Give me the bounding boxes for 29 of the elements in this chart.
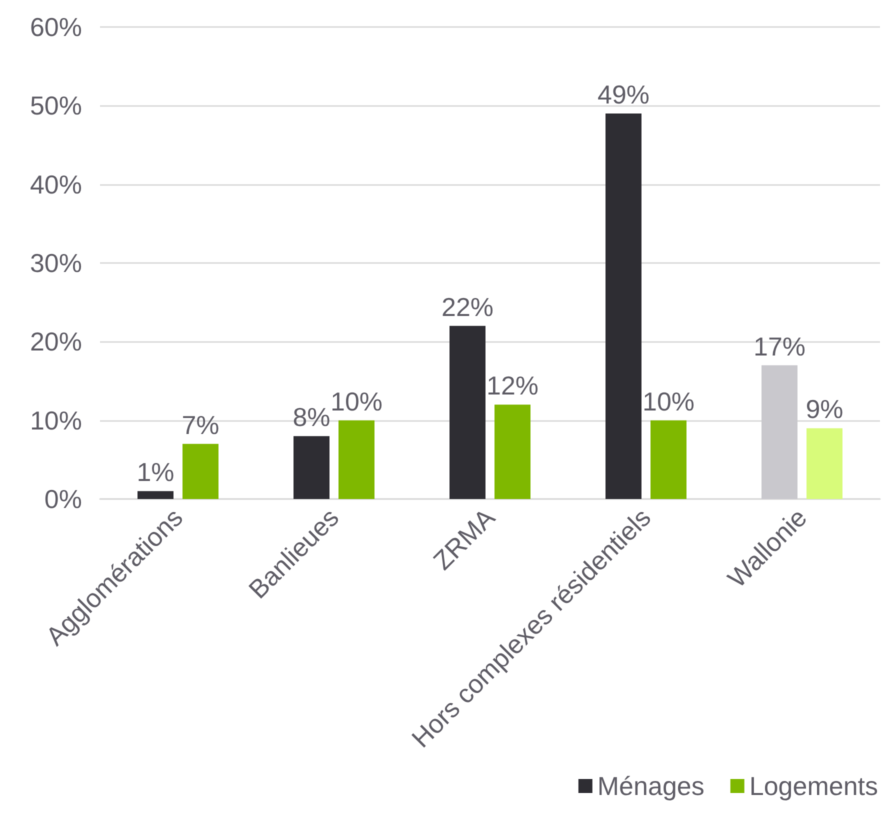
bar — [294, 436, 330, 499]
bar — [606, 114, 642, 499]
bar — [450, 326, 486, 499]
bar — [182, 444, 218, 499]
y-tick-label: 20% — [30, 326, 82, 357]
bar — [494, 404, 530, 499]
data-label: 49% — [597, 80, 650, 110]
data-label: 7% — [182, 410, 220, 440]
data-label: 22% — [441, 292, 494, 322]
y-tick-label: 10% — [30, 405, 82, 436]
bar — [338, 420, 374, 499]
data-label: 12% — [486, 370, 539, 401]
data-label: 10% — [330, 386, 383, 416]
bar — [138, 491, 174, 499]
data-label: 9% — [806, 394, 844, 424]
bar — [762, 365, 798, 499]
bar — [806, 428, 842, 499]
bar — [650, 420, 686, 499]
legend-label: Ménages — [597, 771, 704, 801]
y-tick-label: 50% — [30, 90, 82, 121]
data-label: 1% — [136, 457, 174, 488]
data-label: 10% — [642, 386, 695, 416]
data-label: 17% — [753, 331, 806, 362]
y-tick-label: 0% — [44, 484, 82, 514]
y-tick-label: 30% — [30, 248, 82, 278]
y-tick-label: 40% — [30, 169, 82, 200]
data-label: 8% — [292, 402, 330, 432]
y-tick-label: 60% — [30, 12, 82, 42]
legend-label: Logements — [749, 771, 878, 801]
